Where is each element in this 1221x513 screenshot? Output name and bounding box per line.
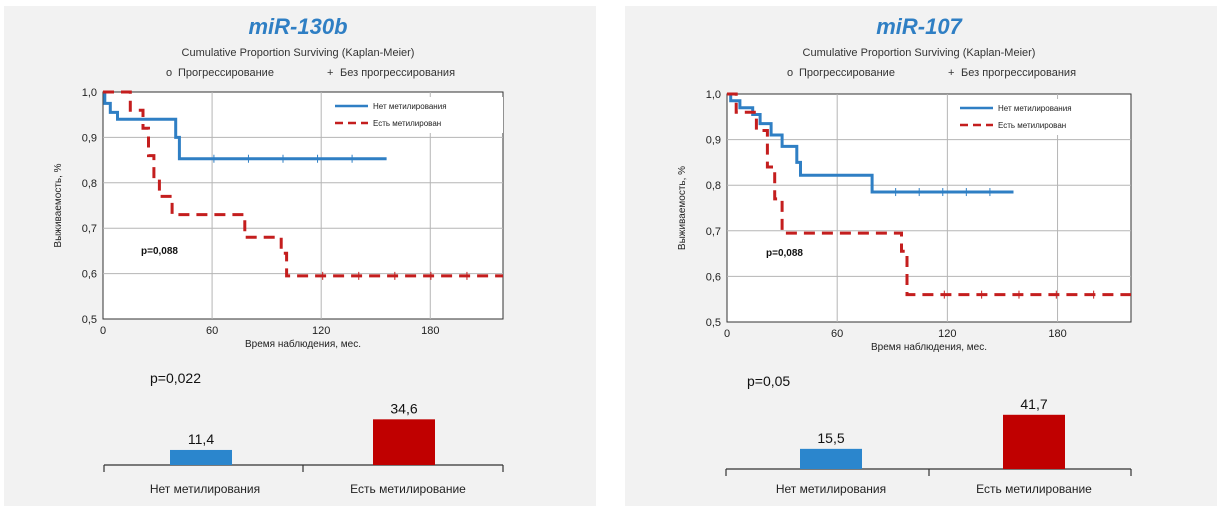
left-legend-label-1: Прогрессирование xyxy=(178,67,274,79)
km-series-methylation-line xyxy=(727,92,1131,297)
left-inner-legend-label-2: Есть метилирован xyxy=(373,119,441,128)
right-inner-legend-label-1: Нет метилирования xyxy=(998,104,1072,113)
left-figure-svg: miR-130b Cumulative Proportion Surviving… xyxy=(53,14,504,496)
left-inner-legend: Нет метилирования Есть метилирован xyxy=(330,97,503,133)
right-title: miR-107 xyxy=(876,14,963,39)
bar-methylation xyxy=(1003,414,1065,469)
left-inner-legend-label-1: Нет метилирования xyxy=(373,102,447,111)
left-bar-chart: 11,4 34,6 xyxy=(103,400,504,472)
km-x-axis-label: Время наблюдения, мес. xyxy=(871,341,987,353)
bar-no-methylation xyxy=(170,449,232,465)
km-y-tick-label: 0,5 xyxy=(706,317,721,329)
right-legend-label-1: Прогрессирование xyxy=(799,67,895,79)
bar-value-label: 11,4 xyxy=(188,431,214,447)
right-inner-legend-label-2: Есть метилирован xyxy=(998,121,1066,130)
km-x-tick-label: 0 xyxy=(724,328,730,340)
bar-value-label: 41,7 xyxy=(1020,396,1047,412)
km-y-tick-label: 0,9 xyxy=(706,135,721,147)
right-legend-marker-1: o xyxy=(787,67,793,79)
km-y-tick-label: 0,9 xyxy=(82,132,97,144)
km-series-methylation-line xyxy=(103,90,503,278)
km-y-tick-label: 0,7 xyxy=(706,226,721,238)
km-y-tick-label: 1,0 xyxy=(82,87,97,99)
right-subtitle: Cumulative Proportion Surviving (Kaplan-… xyxy=(803,47,1036,59)
bar-value-label: 15,5 xyxy=(817,430,844,446)
left-title: miR-130b xyxy=(248,14,347,39)
km-x-tick-label: 0 xyxy=(100,325,106,337)
right-bar-category-1: Нет метилирования xyxy=(776,482,886,496)
km-y-tick-label: 0,5 xyxy=(82,314,97,326)
left-km-pvalue: p=0,088 xyxy=(141,246,178,257)
km-y-tick-label: 0,7 xyxy=(82,223,97,235)
left-legend-marker-1: o xyxy=(166,67,172,79)
left-bar-category-1: Нет метилирования xyxy=(150,482,260,496)
km-x-tick-label: 120 xyxy=(312,325,330,337)
left-subtitle: Cumulative Proportion Surviving (Kaplan-… xyxy=(182,47,415,59)
left-legend-marker-2: + xyxy=(327,67,333,79)
left-figure-panel: miR-130b Cumulative Proportion Surviving… xyxy=(4,6,596,506)
left-legend-label-2: Без прогрессирования xyxy=(340,67,455,79)
km-y-tick-label: 0,6 xyxy=(706,271,721,283)
km-series-no-methylation-line xyxy=(727,92,1014,194)
km-y-axis-label: Выживаемость, % xyxy=(677,166,688,250)
right-bar-category-2: Есть метилирование xyxy=(976,482,1092,496)
km-x-tick-label: 180 xyxy=(421,325,439,337)
right-inner-legend: Нет метилирования Есть метилирован xyxy=(955,99,1128,135)
right-top-legend: o Прогрессирование + Без прогрессировани… xyxy=(787,67,1076,79)
km-x-tick-label: 120 xyxy=(938,328,956,340)
km-x-tick-label: 60 xyxy=(206,325,218,337)
km-y-axis-label: Выживаемость, % xyxy=(53,163,64,247)
km-series-no-methylation-line xyxy=(103,90,387,161)
km-y-tick-label: 0,8 xyxy=(82,178,97,190)
left-top-legend: o Прогрессирование + Без прогрессировани… xyxy=(166,67,455,79)
right-figure-panel: miR-107 Cumulative Proportion Surviving … xyxy=(625,6,1217,506)
km-y-tick-label: 1,0 xyxy=(706,89,721,101)
bar-value-label: 34,6 xyxy=(390,400,417,416)
km-x-tick-label: 180 xyxy=(1048,328,1066,340)
km-y-tick-label: 0,8 xyxy=(706,180,721,192)
right-legend-label-2: Без прогрессирования xyxy=(961,67,1076,79)
right-legend-marker-2: + xyxy=(948,67,954,79)
bar-methylation xyxy=(373,419,435,465)
left-bar-pvalue: p=0,022 xyxy=(150,370,201,386)
bar-no-methylation xyxy=(800,448,862,469)
right-bar-pvalue: p=0,05 xyxy=(747,373,790,389)
left-bar-category-2: Есть метилирование xyxy=(350,482,466,496)
km-x-tick-label: 60 xyxy=(831,328,843,340)
km-x-axis-label: Время наблюдения, мес. xyxy=(245,338,361,350)
right-inner-legend-box xyxy=(955,99,1128,135)
km-y-tick-label: 0,6 xyxy=(82,269,97,281)
left-inner-legend-box xyxy=(330,97,503,133)
right-bar-chart: 15,5 41,7 xyxy=(725,396,1132,476)
right-km-pvalue: p=0,088 xyxy=(766,248,803,259)
right-figure-svg: miR-107 Cumulative Proportion Surviving … xyxy=(677,14,1132,496)
